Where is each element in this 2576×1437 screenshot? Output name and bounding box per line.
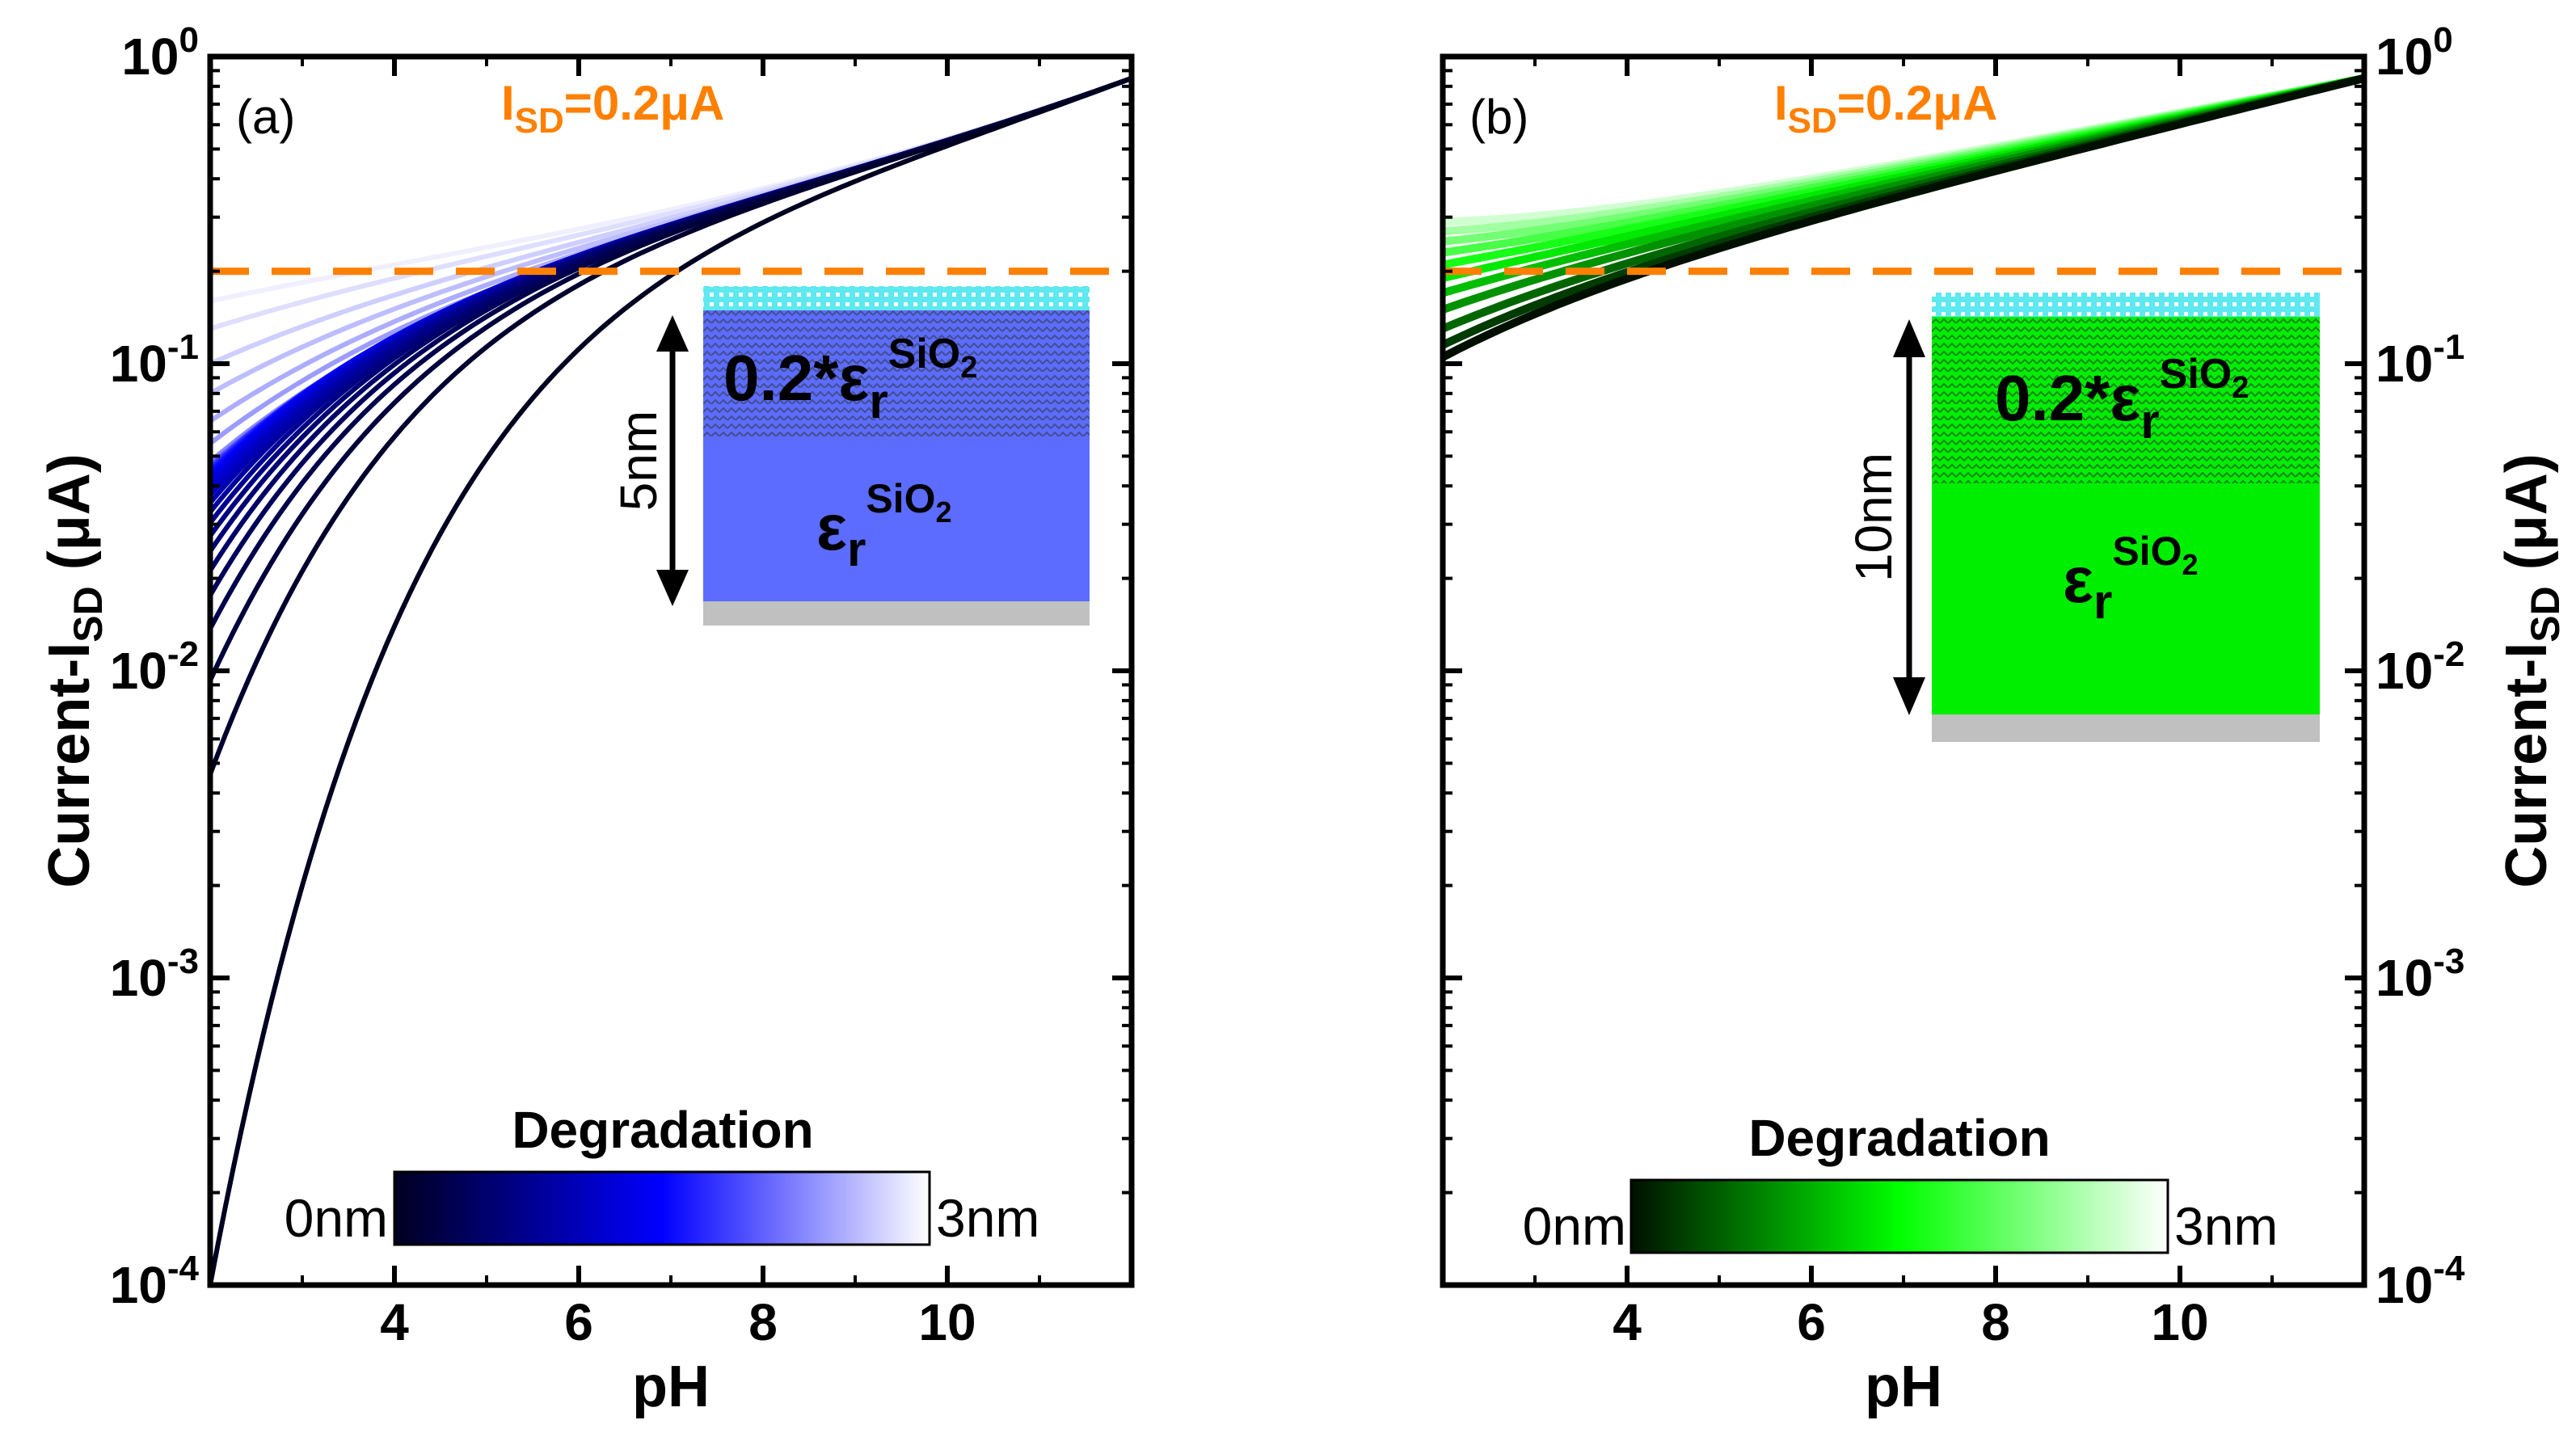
y-tick-label: 10-3 [110,942,199,1007]
x-tick-label: 8 [1981,1293,2010,1351]
curves-b [1440,74,2366,361]
x-tick-label: 10 [2151,1293,2208,1351]
inset-cap-b [1932,293,2320,317]
x-ticks-b: 4 6 8 10 [1533,57,2274,1351]
series-line [208,75,1133,776]
x-axis-title-a: pH [632,1355,710,1419]
y-tick-label: 10-1 [110,327,199,393]
inset-bottom-label-a: εrSiO2 [816,476,952,576]
x-tick-label: 6 [1797,1293,1826,1351]
y-ticks-a: 10-4 10-3 10-2 10-1 100 [110,20,1132,1314]
panel-label-a: (a) [236,90,295,144]
x-tick-label: 6 [564,1293,593,1351]
colorbar-a: Degradation 0nm 3nm [285,1101,1040,1248]
curves-a [208,75,1133,1286]
inset-cap-a [703,286,1090,310]
y-ticks-b: 10-4 10-3 10-2 10-1 100 [1443,20,2465,1314]
x-tick-label: 4 [1613,1293,1642,1351]
thickness-arrow-a [656,315,689,606]
colorbar-max-a: 3nm [936,1188,1039,1248]
x-axis-title-b: pH [1865,1355,1942,1419]
series-line [208,75,1133,1286]
colorbar-title-b: Degradation [1748,1109,2050,1167]
y-tick-label: 10-4 [110,1249,200,1314]
y-tick-label: 10-2 [110,634,199,700]
thickness-label-a: 5nm [609,411,668,512]
inset-top-label-b: 0.2*εrSiO2 [1995,351,2249,449]
series-line [1440,74,2366,361]
panel-label-b: (b) [1469,90,1528,144]
inset-bottom-label-b: εrSiO2 [2063,529,2199,629]
threshold-label-a: ISD=0.2μA [501,76,724,141]
colorbar-min-b: 0nm [1523,1196,1626,1256]
y-tick-label: 10-2 [2376,634,2464,700]
colorbar-max-b: 3nm [2174,1196,2278,1256]
colorbar-gradient-a [393,1170,931,1246]
y-tick-label: 100 [2376,20,2453,86]
inset-substrate-a [703,601,1090,626]
colorbar-gradient-b [1629,1178,2169,1254]
inset-b: 0.2*εrSiO2 εrSiO2 10nm [1845,293,2320,742]
inset-substrate-b [1932,714,2320,742]
colorbar-b: Degradation 0nm 3nm [1523,1109,2279,1256]
y-tick-label: 100 [121,20,199,86]
inset-bottom-layer-b [1932,483,2320,714]
y-axis-title-b: Current-ISD (μA) [2494,453,2568,887]
x-tick-label: 4 [380,1293,409,1351]
thickness-label-b: 10nm [1845,453,1903,582]
y-tick-label: 10-3 [2376,942,2464,1007]
x-tick-label: 10 [918,1293,976,1351]
inset-bottom-layer-a [703,440,1090,601]
x-ticks-a: 4 6 8 10 [301,57,1041,1351]
inset-top-label-a: 0.2*εrSiO2 [723,331,977,428]
colorbar-title-a: Degradation [512,1101,813,1159]
colorbar-min-a: 0nm [285,1188,388,1248]
thickness-arrow-b [1893,319,1925,715]
y-tick-label: 10-1 [2376,327,2464,393]
inset-a: 0.2*εrSiO2 εrSiO2 5nm [609,286,1090,626]
y-axis-title-a: Current-ISD (μA) [37,453,111,887]
y-tick-label: 10-4 [2376,1249,2465,1314]
threshold-label-b: ISD=0.2μA [1774,76,1997,141]
x-tick-label: 8 [748,1293,778,1351]
